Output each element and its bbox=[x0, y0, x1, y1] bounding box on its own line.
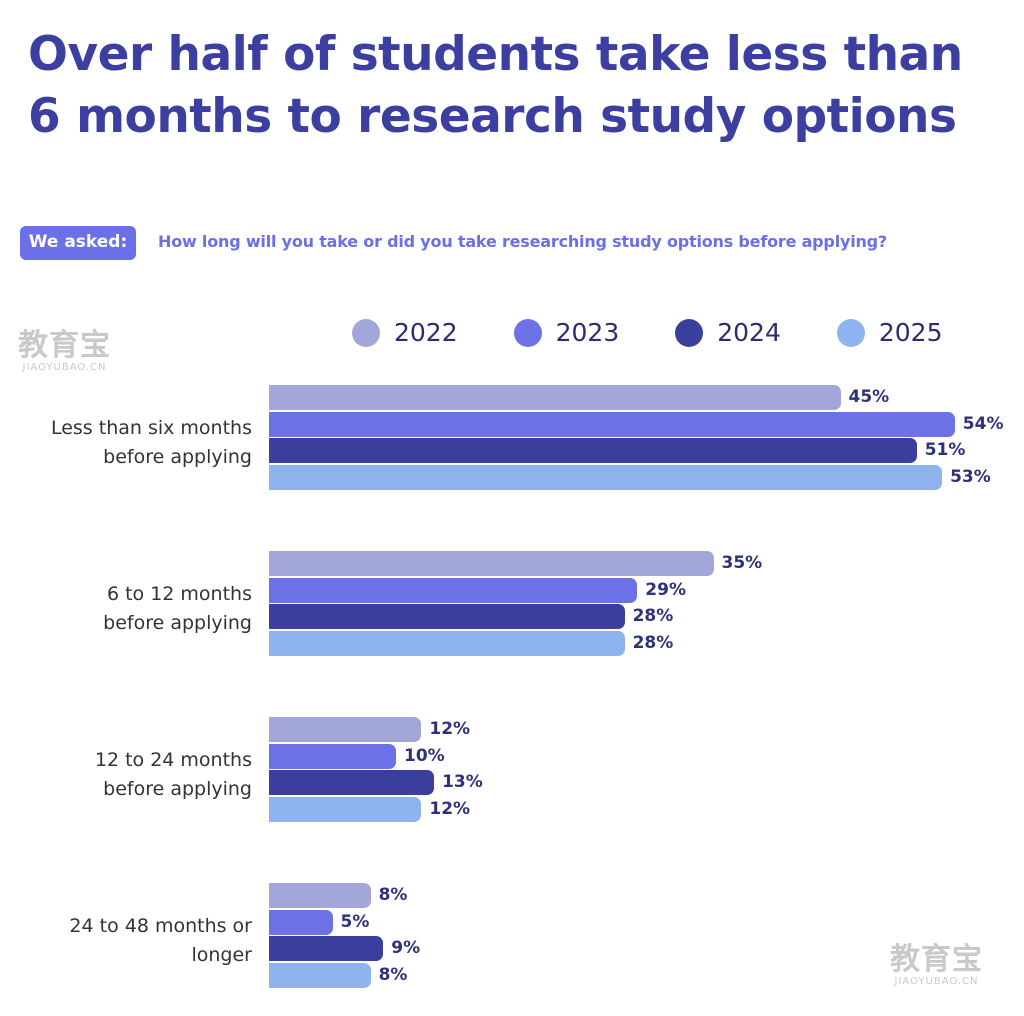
watermark-sub: JIAOYUBAO.CN bbox=[22, 362, 107, 373]
bar-2025 bbox=[269, 465, 943, 491]
category-label: 6 to 12 months before applying bbox=[12, 580, 252, 638]
bar-value-label: 53% bbox=[950, 467, 991, 488]
watermark-main: 教育宝 bbox=[890, 942, 983, 977]
legend-item-2022: 2022 bbox=[352, 318, 458, 347]
legend-swatch bbox=[675, 318, 704, 347]
category-label: 12 to 24 months before applying bbox=[12, 746, 252, 804]
bar-2022 bbox=[269, 883, 371, 908]
bar-value-label: 45% bbox=[848, 387, 890, 407]
bar-value-label: 29% bbox=[645, 579, 686, 600]
category-label-line: before applying bbox=[103, 778, 252, 800]
bar-2025 bbox=[269, 963, 371, 989]
bar-2023 bbox=[269, 909, 333, 935]
category-label-line: 12 to 24 months bbox=[94, 749, 252, 771]
bar-2025 bbox=[269, 631, 625, 657]
watermark-bottom-right: 教育宝 JIAOYUBAO.CN bbox=[890, 944, 983, 988]
bar-2024 bbox=[269, 770, 435, 796]
bar-value-label: 9% bbox=[391, 938, 421, 959]
page-title: Over half of students take less than 6 m… bbox=[28, 27, 963, 144]
bar-2022 bbox=[269, 551, 714, 576]
bar-2023 bbox=[269, 577, 638, 603]
bar-value-label: 8% bbox=[378, 885, 408, 905]
bar-value-label: 28% bbox=[632, 606, 674, 627]
category-label-line: 24 to 48 months or bbox=[69, 915, 252, 937]
legend-label: 2022 bbox=[394, 318, 458, 347]
legend-item-2025: 2025 bbox=[836, 318, 943, 347]
legend-item-2023: 2023 bbox=[513, 318, 620, 347]
bar-value-label: 8% bbox=[378, 965, 408, 986]
legend-swatch bbox=[352, 318, 380, 347]
survey-question: How long will you take or did you take r… bbox=[158, 232, 888, 251]
bar-value-label: 35% bbox=[721, 553, 763, 573]
category-label-line: before applying bbox=[103, 612, 252, 634]
bar-2024 bbox=[269, 604, 625, 630]
bar-2024 bbox=[269, 438, 917, 464]
watermark-main: 教育宝 bbox=[18, 328, 111, 363]
bar-2022 bbox=[269, 385, 841, 410]
bar-2025 bbox=[269, 797, 422, 823]
bar-value-label: 28% bbox=[632, 633, 674, 654]
category-label-line: before applying bbox=[103, 446, 252, 468]
legend-swatch bbox=[836, 318, 865, 347]
category-label: 24 to 48 months or longer bbox=[12, 912, 252, 970]
bar-value-label: 51% bbox=[924, 440, 966, 461]
watermark-top-left: 教育宝 JIAOYUBAO.CN bbox=[18, 330, 111, 374]
category-label: Less than six months before applying bbox=[12, 414, 252, 472]
legend-item-2024: 2024 bbox=[675, 318, 781, 347]
we-asked-badge: We asked: bbox=[20, 226, 136, 260]
legend-label: 2024 bbox=[717, 318, 781, 347]
bar-2023 bbox=[269, 411, 955, 437]
bar-2024 bbox=[269, 936, 384, 962]
legend-label: 2023 bbox=[555, 318, 620, 347]
legend-swatch bbox=[513, 318, 542, 347]
watermark-sub: JIAOYUBAO.CN bbox=[894, 976, 979, 987]
bar-2023 bbox=[269, 743, 396, 769]
category-label-line: Less than six months bbox=[50, 417, 252, 439]
legend-label: 2025 bbox=[878, 318, 943, 347]
bar-value-label: 12% bbox=[429, 799, 471, 820]
bar-value-label: 13% bbox=[442, 772, 483, 793]
category-label-line: 6 to 12 months bbox=[106, 583, 252, 605]
bar-value-label: 54% bbox=[962, 413, 1004, 434]
bar-value-label: 12% bbox=[429, 719, 471, 739]
bar-value-label: 10% bbox=[404, 745, 445, 766]
bar-value-label: 5% bbox=[340, 911, 370, 932]
bar-2022 bbox=[269, 717, 422, 742]
chart-legend: 2022 2023 2024 2025 bbox=[352, 318, 943, 347]
category-label-line: longer bbox=[191, 944, 252, 966]
